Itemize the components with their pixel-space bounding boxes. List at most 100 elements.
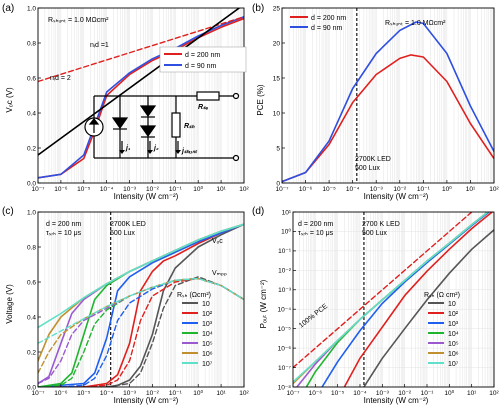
panel-a-series-2 — [38, 16, 244, 83]
panel-d-xtick-label: 10⁻⁶ — [309, 390, 323, 397]
panel-a-legend-label-1: d = 90 nm — [185, 63, 216, 70]
panel-c-legend-label-6: 10⁷ — [202, 361, 213, 368]
panel-d-series-7 — [293, 212, 490, 383]
panel-a-xtick-label: 10⁻⁵ — [77, 186, 91, 193]
j1-label: j₁ — [125, 145, 131, 152]
panel-a-legend: d = 200 nm d = 90 nm — [159, 46, 247, 73]
panel-d-ytick-label: 10⁻⁶ — [278, 345, 292, 352]
panel-d-ylabel: Pₒᵤₜ (W cm⁻²) — [259, 279, 268, 328]
panel-b-lux-label: 500 Lux — [355, 165, 380, 172]
panel-a-ytick-label: 0.0 — [27, 180, 36, 187]
shunt-resistor-icon — [171, 112, 181, 138]
panel-d-xtick-label: 10⁰ — [444, 389, 454, 397]
panel-a-rshunt-label: Rₛₕᵤₙₜ = 1.0 MΩcm² — [48, 17, 109, 24]
panel-c-ylabel: Voltage (V) — [5, 284, 14, 324]
panel-b-series-1 — [282, 21, 494, 183]
series-resistor-icon — [196, 91, 220, 101]
panel-c-xtick-label: 10² — [239, 390, 249, 397]
panel-a-xtick-label: 10⁻⁷ — [31, 186, 45, 193]
panel-d-tau-label: τₛᵣₕ = 10 μs — [298, 230, 334, 237]
panel-d-pce-label: 100% PCE — [298, 303, 330, 330]
panel-b-xtick-label: 10⁻⁷ — [275, 186, 289, 193]
panel-b-ytick-label: 10 — [273, 110, 281, 117]
jshunt-label: jₛₕᵤₙₜ — [181, 148, 198, 155]
panel-b-ytick-label: 0 — [276, 180, 280, 187]
panel-c-legend-label-3: 10⁴ — [202, 331, 213, 338]
panel-a-xtick-label: 10² — [239, 186, 249, 193]
panel-b-xtick-label: 10⁻³ — [370, 186, 384, 193]
panel-d-ytick-label: 10⁰ — [281, 228, 291, 236]
panel-d-xtick-label: 10⁻⁵ — [331, 390, 345, 397]
panel-c-ytick-label: 0.6 — [27, 279, 36, 286]
panel-c-tau-label: τₛᵣₕ = 10 μs — [46, 230, 82, 237]
panel-a-ytick-label: 0.6 — [27, 75, 36, 82]
panel-d-legend-label-5: 10⁶ — [448, 351, 459, 358]
panel-c-led-label: 2700K LED — [110, 221, 146, 228]
panel-d-xtick-label: 10⁻¹ — [421, 390, 435, 397]
panel-a-xtick-label: 10⁻⁶ — [54, 186, 68, 193]
panel-d-ytick-label: 10⁻¹ — [278, 248, 292, 255]
panel-c-series-0 — [38, 223, 244, 387]
panel-c-series-1 — [38, 223, 244, 387]
panel-b-ylabel: PCE (%) — [256, 84, 265, 115]
panel-a-series — [38, 8, 244, 179]
panel-c-xtick-label: 10⁰ — [193, 389, 203, 397]
panel-b-legend: d = 200 nm d = 90 nm — [290, 15, 346, 32]
panel-a-series-0 — [38, 17, 244, 179]
panel-a-xtick-label: 10⁻¹ — [169, 186, 183, 193]
panel-a-xtick-label: 10¹ — [216, 186, 226, 193]
panel-a-ylabel: Vₒᴄ (V) — [5, 87, 14, 113]
panel-d-legend: Rₛₕ (Ω cm²) 10 10² 10³ 10⁴ 10⁵ 10⁶ 10⁷ — [424, 292, 460, 368]
panel-a-legend-label-0: d = 200 nm — [185, 52, 220, 59]
panel-c-legend-label-0: 10 — [202, 301, 210, 308]
panel-d-xtick-label: 10¹ — [467, 390, 477, 397]
panel-d-ytick-label: 10⁻² — [278, 268, 292, 275]
panel-c-ytick-label: 1.0 — [27, 209, 36, 216]
panel-a-ytick-label: 1.0 — [27, 5, 36, 12]
panel-c-xtick-label: 10⁻⁶ — [54, 390, 68, 397]
panel-c-legend-label-5: 10⁶ — [202, 351, 213, 358]
panel-a-nid2-label: nᵢd = 2 — [50, 75, 71, 82]
panel-b-ytick-label: 15 — [273, 75, 281, 82]
panel-b-xtick-label: 10² — [489, 186, 499, 193]
panel-c-legend-label-1: 10² — [202, 311, 213, 318]
panel-d-xtick-label: 10² — [489, 390, 499, 397]
panel-b-rshunt-label: Rₛₕᵤₙₜ = 1.0 MΩcm² — [385, 20, 446, 27]
panel-c-xlabel: Intensity (W cm⁻²) — [114, 396, 179, 405]
panel-c-xtick-label: 10⁻¹ — [169, 390, 183, 397]
panel-b-xtick-label: 10⁻⁵ — [322, 186, 336, 193]
panel-c-frame — [37, 211, 245, 388]
panel-c-ytick-label: 0.8 — [27, 244, 36, 251]
panel-c-legend-label-2: 10³ — [202, 321, 213, 328]
diode-2b-icon — [139, 125, 157, 138]
panel-b-xlabel: Intensity (W cm⁻²) — [364, 192, 429, 201]
panel-b-series-0 — [282, 54, 494, 183]
panel-c-legend: Rₛₕ (Ωcm²) 10 10² 10³ 10⁴ 10⁵ 10⁶ 10⁷ — [177, 292, 213, 368]
panel-b-series — [282, 21, 494, 183]
panel-c-xtick-label: 10¹ — [216, 390, 226, 397]
panel-b-led-label: 2700K LED — [355, 156, 391, 163]
rsh-label: Rₛₕ — [184, 123, 196, 130]
panel-d-legend-title: Rₛₕ (Ω cm²) — [424, 292, 460, 299]
panel-b-frame — [281, 7, 495, 184]
panel-a-xtick-label: 10⁻⁴ — [100, 186, 114, 193]
panel-a-xtick-label: 10⁻² — [146, 186, 160, 193]
panel-c-series-6 — [38, 223, 244, 329]
panel-d: 10⁻⁷ 10⁻⁶ 10⁻⁵ 10⁻⁴ 10⁻³ 10⁻² 10⁻¹ 10⁰ 10¹ 10² 10⁻… — [252, 206, 500, 405]
panel-c-xtick-label: 10⁻³ — [123, 390, 137, 397]
panel-b-xtick-label: 10⁰ — [442, 185, 452, 193]
panel-c-xtick-label: 10⁻² — [146, 390, 160, 397]
panel-a-label: (a) — [2, 3, 14, 14]
panel-b-ytick-label: 25 — [273, 5, 281, 12]
panel-d-ytick-label: 10⁻⁵ — [278, 326, 292, 333]
panel-a-xtick-label: 10⁰ — [193, 185, 203, 193]
circuit-diagram — [84, 91, 240, 162]
panel-c-voc-label: Vₒᴄ — [212, 238, 223, 245]
panel-d-xtick-label: 10⁻⁷ — [286, 390, 300, 397]
panel-d-legend-label-4: 10⁵ — [448, 341, 459, 348]
panel-b-xtick-label: 10⁻⁶ — [299, 186, 313, 193]
panel-b: 10⁻⁷ 10⁻⁶ 10⁻⁵ 10⁻⁴ 10⁻³ 10⁻² 10⁻¹ 10⁰ 10¹ 10² 0 5 1… — [252, 3, 500, 201]
panel-a-xlabel: Intensity (W cm⁻²) — [114, 192, 179, 201]
panel-d-series-1 — [363, 229, 494, 387]
